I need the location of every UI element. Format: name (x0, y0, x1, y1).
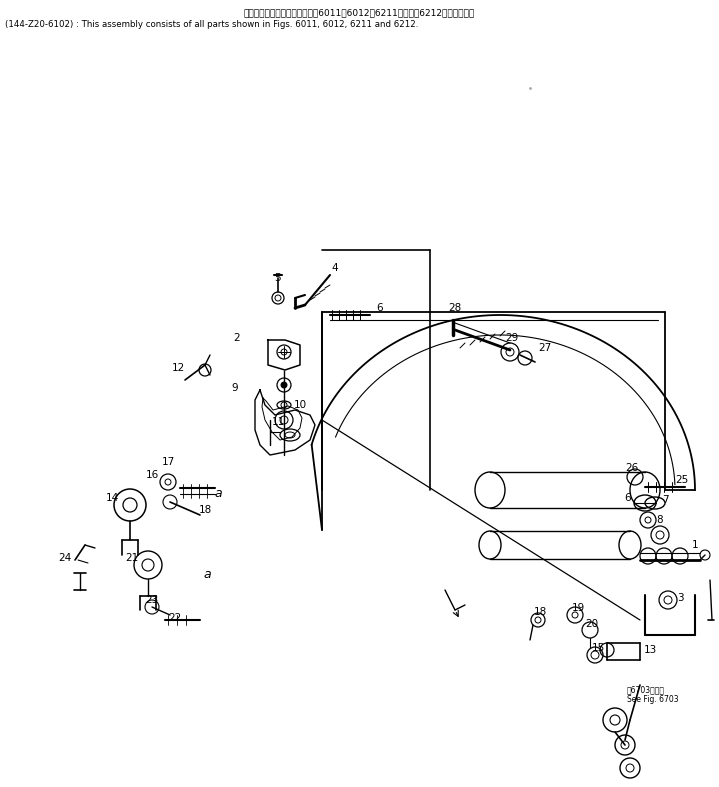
Text: 27: 27 (539, 343, 551, 353)
Text: 15: 15 (591, 643, 605, 653)
Circle shape (281, 382, 287, 388)
Polygon shape (268, 340, 300, 370)
Text: このアセンブリの構成部品は第6011、6012、6211および第6212図を含みます: このアセンブリの構成部品は第6011、6012、6211および第6212図を含み… (243, 8, 475, 17)
Text: 20: 20 (585, 619, 598, 629)
Text: 29: 29 (505, 333, 518, 343)
Text: 4: 4 (331, 263, 339, 273)
Text: 19: 19 (572, 603, 585, 613)
Text: 2: 2 (234, 333, 240, 343)
Text: (144-Z20-6102) : This assembly consists of all parts shown in Figs. 6011, 6012, : (144-Z20-6102) : This assembly consists … (5, 20, 418, 29)
Text: 10: 10 (293, 400, 306, 410)
Text: a: a (203, 568, 211, 582)
Text: 14: 14 (106, 493, 119, 503)
Text: 3: 3 (677, 593, 683, 603)
Text: 25: 25 (675, 475, 689, 485)
Text: 6: 6 (377, 303, 383, 313)
Text: 第6703図参照: 第6703図参照 (627, 685, 665, 694)
Text: 26: 26 (626, 463, 638, 473)
Text: 5: 5 (275, 273, 281, 283)
Text: 16: 16 (145, 470, 159, 480)
Text: 23: 23 (145, 595, 159, 605)
Text: 18: 18 (198, 505, 211, 515)
Text: 6: 6 (625, 493, 631, 503)
Text: 24: 24 (58, 553, 72, 563)
Text: 12: 12 (171, 363, 185, 373)
Text: 7: 7 (661, 495, 669, 505)
Text: See Fig. 6703: See Fig. 6703 (627, 696, 679, 704)
Text: 17: 17 (161, 457, 175, 467)
Text: 8: 8 (656, 515, 664, 525)
Text: 13: 13 (644, 645, 656, 655)
Text: 9: 9 (232, 383, 238, 393)
Text: 22: 22 (168, 613, 182, 623)
Text: 11: 11 (271, 417, 285, 427)
Text: 18: 18 (533, 607, 546, 617)
Text: 28: 28 (449, 303, 462, 313)
Text: 1: 1 (692, 540, 698, 550)
Text: a: a (214, 486, 222, 500)
Text: 21: 21 (125, 553, 139, 563)
Polygon shape (255, 390, 315, 455)
